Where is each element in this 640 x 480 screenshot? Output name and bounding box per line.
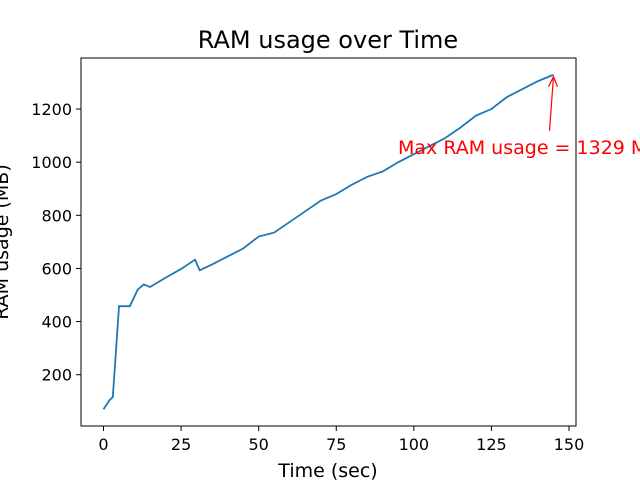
x-tick-label: 0 [98, 435, 108, 454]
y-tick-label: 1200 [31, 100, 72, 119]
data-line [102, 73, 554, 410]
x-tick-label: 75 [326, 435, 346, 454]
annotation-arrowhead [547, 75, 559, 88]
y-tick-label: 200 [41, 366, 72, 385]
y-tick-label: 600 [41, 259, 72, 278]
y-tick-label: 800 [41, 206, 72, 225]
x-axis-label: Time (sec) [277, 460, 377, 480]
x-tick-label: 125 [476, 435, 507, 454]
x-tick-label: 100 [399, 435, 430, 454]
x-tick-label: 50 [248, 435, 268, 454]
x-tick-label: 25 [171, 435, 191, 454]
plot-frame [80, 57, 577, 427]
chart-title: RAM usage over Time [198, 26, 458, 54]
y-tick-label: 400 [41, 313, 72, 332]
annotation-arrow [548, 76, 555, 131]
annotation-text: Max RAM usage = 1329 MB [398, 137, 640, 159]
x-tick-label: 150 [554, 435, 585, 454]
y-axis-label: RAM usage (MB) [0, 164, 13, 320]
y-tick-label: 1000 [31, 153, 72, 172]
